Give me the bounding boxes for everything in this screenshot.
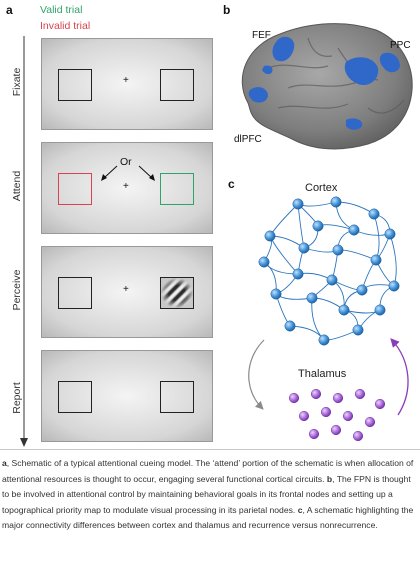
fixate-screen: +: [41, 38, 213, 130]
caption-text-b: , The FPN is thought to be involved in a…: [2, 473, 411, 515]
cortical-node: [356, 284, 368, 296]
cortical-node: [312, 220, 324, 232]
gabor-target: [160, 277, 194, 309]
label-fef: FEF: [252, 30, 271, 41]
panel-label-c: c: [228, 177, 235, 191]
caption-letter-a: a: [2, 458, 7, 468]
cortical-node: [374, 304, 386, 316]
cortical-connection: [337, 249, 377, 261]
cortical-node: [306, 292, 318, 304]
cortical-nodes: [258, 196, 400, 346]
panel-label-b: b: [223, 3, 231, 17]
cortical-node: [348, 224, 360, 236]
cortical-node: [384, 228, 396, 240]
attend-screen: Or +: [41, 142, 213, 234]
cortical-connection: [389, 233, 398, 287]
cortical-connection: [373, 213, 381, 261]
thalamic-node: [310, 388, 322, 400]
stage-label-perceive: Perceive: [11, 269, 23, 311]
cortical-node: [292, 268, 304, 280]
cortical-connection: [269, 203, 299, 237]
cortex-label: Cortex: [305, 182, 338, 194]
cortical-node: [298, 242, 310, 254]
perceive-screen: +: [41, 246, 213, 338]
report-screen: [41, 350, 213, 442]
thalamic-node: [308, 428, 320, 440]
thalamocortical-gray-arrow: [248, 339, 265, 410]
thalamic-node: [298, 410, 310, 422]
thalamic-node: [320, 406, 332, 418]
frontal-region-small: [262, 65, 273, 75]
dlpfc-region: [248, 87, 268, 103]
caption-text-a: , Schematic of a typical attentional cue…: [2, 458, 414, 484]
caption-divider: [0, 449, 420, 450]
thalamic-node: [330, 424, 342, 436]
cortical-node: [352, 324, 364, 336]
left-placeholder-box: [58, 381, 92, 413]
cortical-node: [326, 274, 338, 286]
cue-arrows: [101, 165, 155, 181]
cortical-node: [284, 320, 296, 332]
thalamic-node: [332, 392, 344, 404]
caption-text-c: , A schematic highlighting the major con…: [2, 504, 414, 531]
fixation-cross: +: [123, 75, 129, 86]
caption-letter-b: b: [326, 473, 333, 484]
stage-label-fixate: Fixate: [11, 67, 23, 97]
thalamic-node: [352, 430, 364, 442]
right-placeholder-box: [160, 69, 194, 101]
thalamus-label: Thalamus: [298, 368, 347, 380]
cortical-node: [370, 254, 382, 266]
thalamic-nodes: [288, 388, 386, 442]
thalamocortical-purple-arrow: [390, 338, 409, 416]
thalamic-node: [288, 392, 300, 404]
panel-label-a: a: [6, 3, 13, 17]
cortex-thalamus-network: [248, 196, 409, 442]
caption-letter-c: c: [297, 504, 303, 515]
cortical-connection: [297, 200, 337, 207]
fef-region: [272, 36, 295, 62]
fixation-cross: +: [123, 284, 129, 295]
label-ppc: PPC: [390, 40, 411, 51]
cortical-node: [318, 334, 330, 346]
thalamic-node: [354, 388, 366, 400]
invalid-cue-box: [58, 173, 92, 205]
brain-illustration: [241, 23, 413, 150]
thalamic-node: [364, 416, 376, 428]
legend-valid-trial: Valid trial: [40, 4, 83, 16]
cortical-node: [270, 288, 282, 300]
right-placeholder-box: [160, 381, 194, 413]
fixation-cross: +: [123, 181, 129, 192]
or-label: Or: [120, 156, 132, 168]
cortical-node: [368, 208, 380, 220]
ppc-region-posterior: [379, 52, 400, 73]
valid-cue-box: [160, 173, 194, 205]
label-dlpfc: dlPFC: [234, 134, 262, 145]
stage-label-attend: Attend: [11, 170, 23, 202]
cortical-node: [292, 198, 304, 210]
figure-caption: a, Schematic of a typical attentional cu…: [2, 456, 414, 534]
cortical-connections: [263, 200, 398, 341]
ppc-region: [344, 57, 379, 86]
left-placeholder-box: [58, 277, 92, 309]
thalamic-node: [342, 410, 354, 422]
cortical-connection: [297, 203, 306, 249]
cortical-node: [258, 256, 270, 268]
temporal-region: [346, 118, 363, 130]
thalamic-node: [374, 398, 386, 410]
time-arrow: [20, 36, 28, 447]
cortical-node: [332, 244, 344, 256]
left-placeholder-box: [58, 69, 92, 101]
legend-invalid-trial: Invalid trial: [40, 20, 91, 32]
cortical-connection: [335, 201, 375, 215]
cortical-node: [330, 196, 342, 208]
cortical-node: [388, 280, 400, 292]
stage-label-report: Report: [11, 382, 23, 414]
cortical-node: [338, 304, 350, 316]
cortical-node: [264, 230, 276, 242]
